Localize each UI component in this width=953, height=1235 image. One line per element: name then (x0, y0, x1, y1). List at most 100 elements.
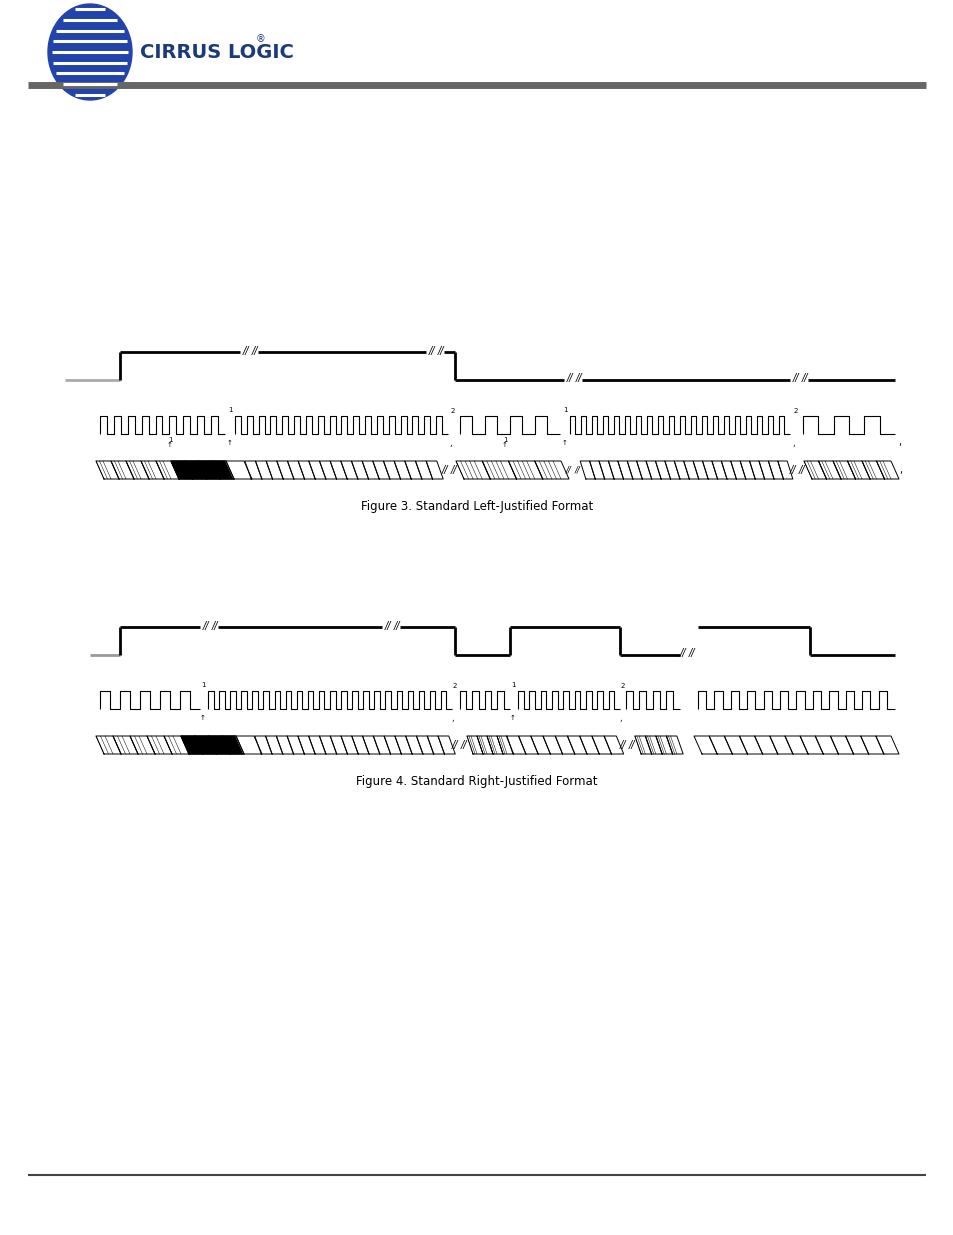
Polygon shape (394, 461, 411, 479)
Text: //: // (437, 346, 444, 356)
Polygon shape (416, 736, 434, 755)
Text: 2: 2 (453, 683, 456, 689)
Polygon shape (846, 461, 869, 479)
Polygon shape (708, 736, 732, 755)
Polygon shape (876, 461, 898, 479)
Polygon shape (265, 736, 282, 755)
Polygon shape (683, 461, 698, 479)
Polygon shape (636, 461, 651, 479)
Text: //: // (384, 621, 391, 631)
Polygon shape (506, 736, 525, 755)
Polygon shape (147, 736, 172, 755)
Polygon shape (829, 736, 853, 755)
Text: //: // (394, 621, 400, 631)
Polygon shape (739, 736, 761, 755)
Polygon shape (383, 461, 400, 479)
Polygon shape (266, 461, 283, 479)
Polygon shape (456, 461, 490, 479)
Polygon shape (395, 736, 412, 755)
Polygon shape (693, 461, 707, 479)
Polygon shape (803, 461, 825, 479)
Polygon shape (171, 461, 193, 479)
Polygon shape (674, 461, 689, 479)
Polygon shape (245, 461, 261, 479)
Text: 1: 1 (510, 682, 515, 688)
Text: //: // (798, 466, 804, 475)
Polygon shape (518, 736, 537, 755)
Polygon shape (330, 461, 347, 479)
Text: ↑: ↑ (227, 440, 233, 446)
Text: //: // (619, 740, 625, 750)
Text: 1: 1 (562, 408, 567, 412)
Ellipse shape (48, 4, 132, 100)
Polygon shape (749, 461, 763, 479)
Text: ,: , (897, 437, 901, 447)
Polygon shape (415, 461, 432, 479)
Polygon shape (212, 461, 233, 479)
Polygon shape (644, 736, 661, 755)
Polygon shape (426, 461, 443, 479)
Polygon shape (164, 736, 189, 755)
Polygon shape (508, 461, 542, 479)
Polygon shape (589, 461, 604, 479)
Polygon shape (126, 461, 149, 479)
Polygon shape (330, 736, 347, 755)
Text: ↑: ↑ (501, 442, 507, 448)
Polygon shape (634, 736, 651, 755)
Text: //: // (428, 346, 435, 356)
Polygon shape (373, 736, 390, 755)
Text: ,: , (898, 466, 902, 475)
Polygon shape (598, 461, 614, 479)
Text: //: // (450, 466, 456, 475)
Polygon shape (340, 736, 358, 755)
Polygon shape (96, 461, 119, 479)
Polygon shape (767, 461, 782, 479)
Polygon shape (96, 736, 121, 755)
Text: //: // (212, 621, 218, 631)
Polygon shape (645, 461, 660, 479)
Polygon shape (579, 736, 598, 755)
Polygon shape (862, 461, 883, 479)
Polygon shape (226, 461, 252, 479)
Polygon shape (287, 461, 304, 479)
Polygon shape (482, 461, 516, 479)
Polygon shape (362, 461, 378, 479)
Text: //: // (242, 346, 249, 356)
Polygon shape (276, 461, 294, 479)
Text: 1: 1 (200, 682, 205, 688)
Polygon shape (655, 736, 672, 755)
Polygon shape (530, 736, 550, 755)
Polygon shape (404, 461, 421, 479)
Polygon shape (362, 736, 379, 755)
Polygon shape (875, 736, 898, 755)
Polygon shape (608, 461, 623, 479)
Polygon shape (351, 461, 368, 479)
Polygon shape (427, 736, 444, 755)
Polygon shape (297, 736, 314, 755)
Text: //: // (566, 373, 573, 383)
Polygon shape (198, 461, 220, 479)
Text: 1: 1 (502, 437, 507, 443)
Text: 2: 2 (451, 408, 455, 414)
Polygon shape (194, 736, 216, 755)
Text: //: // (801, 373, 807, 383)
Text: //: // (576, 373, 581, 383)
Polygon shape (185, 461, 206, 479)
Text: ↑: ↑ (510, 715, 516, 721)
Text: //: // (679, 648, 685, 658)
Polygon shape (730, 461, 745, 479)
Text: Figure 3. Standard Left-Justified Format: Figure 3. Standard Left-Justified Format (360, 500, 593, 513)
Text: 2: 2 (793, 408, 798, 414)
Polygon shape (384, 736, 401, 755)
Polygon shape (860, 736, 882, 755)
Polygon shape (255, 461, 273, 479)
Polygon shape (156, 461, 179, 479)
Text: CIRRUS LOGIC: CIRRUS LOGIC (140, 42, 294, 62)
Polygon shape (467, 736, 482, 755)
Polygon shape (352, 736, 369, 755)
Polygon shape (603, 736, 623, 755)
Text: ,: , (619, 714, 621, 722)
Polygon shape (486, 736, 502, 755)
Polygon shape (254, 736, 272, 755)
Polygon shape (844, 736, 868, 755)
